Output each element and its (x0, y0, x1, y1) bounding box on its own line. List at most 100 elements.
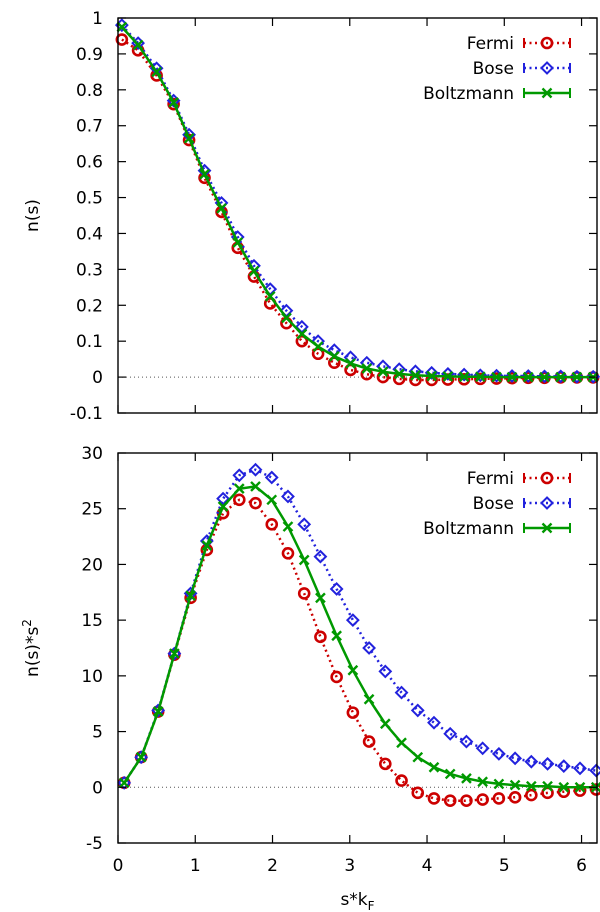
data-point (232, 237, 244, 248)
data-point (442, 371, 454, 382)
data-point (296, 328, 308, 340)
data-point (298, 554, 310, 566)
data-point (573, 761, 587, 776)
legend-marker (541, 522, 553, 534)
y-axis-label: n(s) (23, 199, 43, 232)
data-point (508, 791, 522, 804)
data-point (232, 468, 247, 483)
data-point (135, 751, 147, 763)
data-point (493, 778, 505, 790)
series-line (121, 38, 594, 382)
data-point (412, 751, 424, 763)
data-point (345, 358, 356, 369)
data-point (476, 793, 489, 806)
legend-label: Fermi (467, 469, 514, 489)
y-tick-label: 0.3 (76, 260, 103, 280)
data-point (347, 664, 359, 676)
data-point (201, 540, 213, 551)
y-tick-label: 0.1 (76, 332, 103, 352)
y-tick-label: 0.5 (76, 189, 103, 209)
data-point (379, 718, 391, 730)
data-point (328, 350, 340, 362)
data-point (540, 756, 555, 771)
data-point (134, 750, 149, 765)
data-point (266, 494, 278, 506)
data-point (217, 501, 229, 512)
y-tick-label: 0.7 (76, 117, 103, 137)
y-tick-label: 0.2 (76, 296, 103, 316)
y-tick-label: 10 (81, 667, 103, 687)
series-line (120, 26, 594, 379)
data-point (458, 371, 470, 383)
data-point (427, 792, 441, 805)
y-axis-label: n(s)*s2 (20, 619, 43, 677)
legend-marker (540, 36, 554, 50)
y-tick-label: 30 (81, 444, 103, 464)
data-point (522, 371, 534, 383)
data-point (443, 794, 457, 807)
data-point (313, 549, 328, 564)
data-point (426, 370, 438, 382)
data-point (395, 774, 408, 787)
series-line (123, 485, 597, 789)
y-tick-label: -0.1 (70, 404, 103, 424)
data-point (539, 371, 550, 383)
series-boltzmann (118, 481, 600, 793)
data-point (441, 373, 455, 386)
x-tick-label: 2 (267, 856, 278, 876)
data-point (216, 491, 230, 506)
data-point (232, 493, 246, 507)
data-point (459, 734, 474, 749)
data-point (167, 646, 182, 661)
data-point (556, 759, 571, 774)
data-point (474, 372, 487, 386)
data-point (474, 371, 486, 383)
chart-panel-1: -0.1 0 0.1 0.2 0.3 0.4 0.5 0.6 0.7 0.8 0.9 1 n(s) Fer… (23, 9, 600, 424)
data-point (281, 312, 292, 324)
series-fermi (115, 33, 600, 387)
legend-marker (540, 496, 554, 510)
plot-frame (117, 452, 598, 844)
data-point (297, 517, 312, 532)
data-point (427, 715, 441, 730)
series-bose (114, 18, 600, 384)
data-point (233, 483, 245, 495)
data-point (295, 334, 309, 348)
data-point (475, 741, 490, 756)
legend-label: Bose (473, 59, 514, 79)
data-point (457, 372, 471, 386)
data-point (345, 613, 360, 628)
y-tick-label: 20 (81, 555, 103, 575)
series-boltzmann (116, 21, 599, 383)
data-point (506, 371, 518, 383)
data-point (167, 97, 180, 111)
data-point (491, 746, 506, 761)
y-tick-label: 15 (81, 611, 103, 631)
y-tick-label: 0.9 (76, 45, 103, 65)
data-point (265, 518, 279, 531)
x-axis-label: s*kF (340, 890, 374, 912)
x-tick-label: 3 (344, 856, 355, 876)
legend-label: Fermi (467, 34, 514, 54)
legend: Fermi Bose Boltzmann (423, 34, 571, 104)
data-point (524, 754, 539, 769)
data-point (525, 788, 538, 802)
x-tick-label: 0 (113, 856, 124, 876)
x-tick-label: 4 (422, 856, 433, 876)
data-point (589, 783, 600, 796)
data-point (444, 768, 456, 780)
data-point (490, 372, 503, 385)
data-point (509, 779, 521, 791)
data-point (410, 369, 421, 381)
data-point (411, 786, 425, 800)
data-point (168, 97, 179, 108)
data-point (185, 590, 196, 601)
data-point (589, 763, 600, 778)
y-tick-label: 1 (92, 9, 103, 29)
data-point (394, 685, 409, 700)
data-point (525, 780, 537, 792)
data-point (329, 582, 344, 596)
legend: Fermi Bose Boltzmann (423, 469, 571, 539)
data-point (379, 757, 392, 771)
data-point (331, 630, 342, 642)
